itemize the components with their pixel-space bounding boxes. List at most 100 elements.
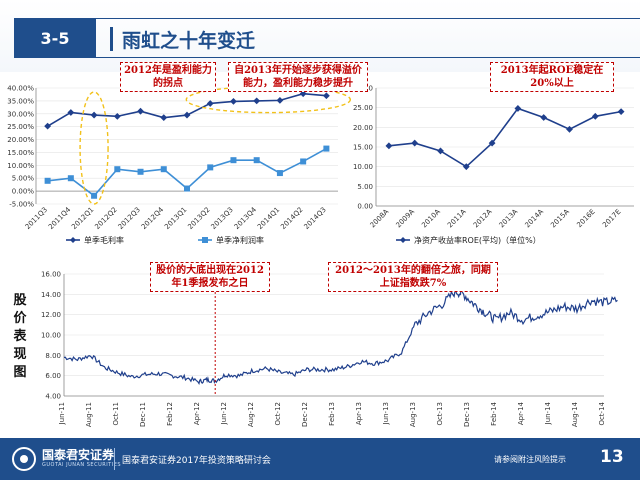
- price-chart: 4.00 6.00 8.00 10.00 12.00 14.00 16.00 Jun-11 Au…: [41, 271, 618, 427]
- x-tick-label: 2013Q3: [210, 206, 235, 231]
- x-tick-label: 2012Q3: [117, 206, 142, 231]
- x-tick-label: Oct-13: [436, 402, 444, 426]
- annotation-premium: 自2013年开始逐步获得溢价能力，盈利能力稳步提升: [228, 62, 368, 92]
- x-tick-label: Oct-14: [598, 401, 606, 425]
- annotation-bottom: 股价的大底出现在2012年1季报发布之日: [150, 262, 270, 292]
- series-line-price: [63, 287, 618, 385]
- page-title: 雨虹之十年变迁: [122, 30, 256, 52]
- data-point-net: [184, 185, 190, 192]
- title-bar: 雨虹之十年变迁: [96, 18, 640, 58]
- data-point-gross: [160, 114, 168, 122]
- y-tick-label: 14.00: [41, 291, 61, 299]
- data-point-roe: [514, 105, 522, 112]
- slide-number: 3-5: [14, 18, 96, 58]
- data-point-roe: [617, 108, 625, 115]
- x-tick-label: Apr-14: [517, 401, 525, 425]
- x-tick-label: Aug-13: [409, 402, 417, 427]
- header-band: [0, 0, 640, 72]
- data-point-net: [114, 166, 121, 173]
- x-tick-label: Feb-12: [166, 402, 174, 426]
- x-tick-label: Jun-13: [382, 402, 390, 425]
- x-tick-label: Aug-14: [571, 401, 579, 427]
- x-tick-label: 2013A: [498, 208, 520, 230]
- roe-chart: 0.005.0010.0015.0020.0025.0030.002008A20…: [353, 85, 634, 245]
- data-point-gross: [253, 97, 261, 105]
- y-tick-label: 0.00%: [12, 188, 35, 196]
- data-point-net: [137, 168, 144, 175]
- y-tick-label: 8.00: [45, 352, 61, 360]
- x-tick-label: 2009A: [394, 208, 416, 230]
- legend-marker-roe: [400, 237, 406, 243]
- y-tick-label: -5.00%: [9, 201, 34, 209]
- data-point-gross: [137, 107, 144, 115]
- data-point-net: [207, 164, 214, 171]
- x-tick-label: 2011Q3: [24, 206, 49, 231]
- x-tick-label: Jun-14: [544, 401, 552, 425]
- x-tick-label: 2012Q4: [140, 205, 166, 231]
- x-tick-label: Oct-11: [112, 402, 120, 426]
- series-line-roe: [388, 107, 622, 168]
- legend-label-gross: 单季毛利率: [84, 235, 124, 245]
- logo-name: 国泰君安证券: [42, 448, 115, 462]
- data-point-net: [160, 166, 167, 173]
- x-tick-label: 2011Q4: [47, 205, 73, 231]
- footer-event: 国泰君安证券2017年投资策略研讨会: [122, 456, 271, 466]
- data-point-gross: [183, 111, 191, 119]
- y-tick-label: 40.00%: [7, 85, 34, 93]
- data-point-net: [67, 175, 74, 182]
- legend-label-roe: 净资产收益率ROE(平均)（单位%）: [414, 235, 541, 245]
- y-tick-label: 10.00: [353, 163, 373, 171]
- data-point-net: [300, 158, 307, 165]
- x-tick-label: 2014Q2: [279, 206, 304, 231]
- x-tick-label: Aug-12: [247, 402, 255, 427]
- annotation-roe: 2013年起ROE稳定在20%以上: [490, 62, 614, 92]
- footer-divider: [114, 448, 115, 470]
- data-point-roe: [566, 125, 573, 133]
- x-tick-label: Feb-14: [490, 401, 498, 425]
- x-tick-label: 2014Q1: [256, 206, 281, 231]
- y-tick-label: 4.00: [45, 393, 61, 401]
- legend-marker-net: [202, 237, 208, 243]
- data-point-net: [44, 177, 51, 184]
- data-point-roe: [385, 142, 393, 150]
- x-tick-label: 2012A: [472, 208, 494, 230]
- y-tick-label: 5.00%: [12, 175, 35, 183]
- title-separator: [110, 27, 113, 51]
- data-point-net: [323, 145, 330, 152]
- x-tick-label: Oct-12: [274, 402, 282, 426]
- footer-disclaimer: 请参阅附注风险提示: [494, 455, 566, 464]
- y-tick-label: 6.00: [45, 372, 61, 380]
- x-tick-label: 2015A: [549, 208, 571, 230]
- x-tick-label: 2017E: [601, 208, 622, 229]
- highlight-2012q1: [79, 91, 109, 205]
- x-tick-label: Apr-12: [193, 402, 201, 425]
- y-tick-label: 20.00: [353, 124, 373, 132]
- page-number: 13: [600, 447, 624, 467]
- x-tick-label: Apr-13: [355, 402, 363, 425]
- y-tick-label: 10.00: [41, 332, 61, 340]
- x-tick-label: 2010A: [420, 208, 442, 230]
- y-tick-label: 15.00%: [7, 149, 34, 157]
- side-label-price: 股价表现图: [13, 293, 27, 380]
- y-tick-label: 12.00: [41, 311, 61, 319]
- logo-english: GUOTAI JUNAN SECURITIES: [42, 462, 122, 468]
- x-tick-label: Dec-12: [301, 402, 309, 427]
- x-tick-label: Dec-13: [463, 402, 471, 427]
- data-point-gross: [44, 122, 52, 130]
- data-point-gross: [206, 100, 214, 107]
- data-point-roe: [462, 163, 470, 171]
- y-tick-label: 25.00%: [7, 123, 34, 131]
- annotation-turning-point: 2012年是盈利能力的拐点: [120, 62, 216, 92]
- y-tick-label: 25.00: [353, 104, 373, 112]
- x-tick-label: 2016E: [575, 208, 596, 229]
- legend-marker-gross: [70, 237, 76, 243]
- x-tick-label: 2013Q1: [163, 206, 188, 231]
- x-tick-label: 2014A: [523, 208, 545, 230]
- y-tick-label: 16.00: [41, 271, 61, 279]
- footer: 国泰君安证券 GUOTAI JUNAN SECURITIES 国泰君安证券201…: [0, 438, 640, 480]
- x-tick-label: 2012Q1: [70, 206, 95, 231]
- x-tick-label: 2013Q2: [186, 206, 211, 231]
- data-point-gross: [67, 109, 75, 116]
- annotation-contrarian: 2012～2013年的翻倍之旅，同期上证指数跌7%: [328, 262, 498, 292]
- data-point-net: [253, 157, 260, 164]
